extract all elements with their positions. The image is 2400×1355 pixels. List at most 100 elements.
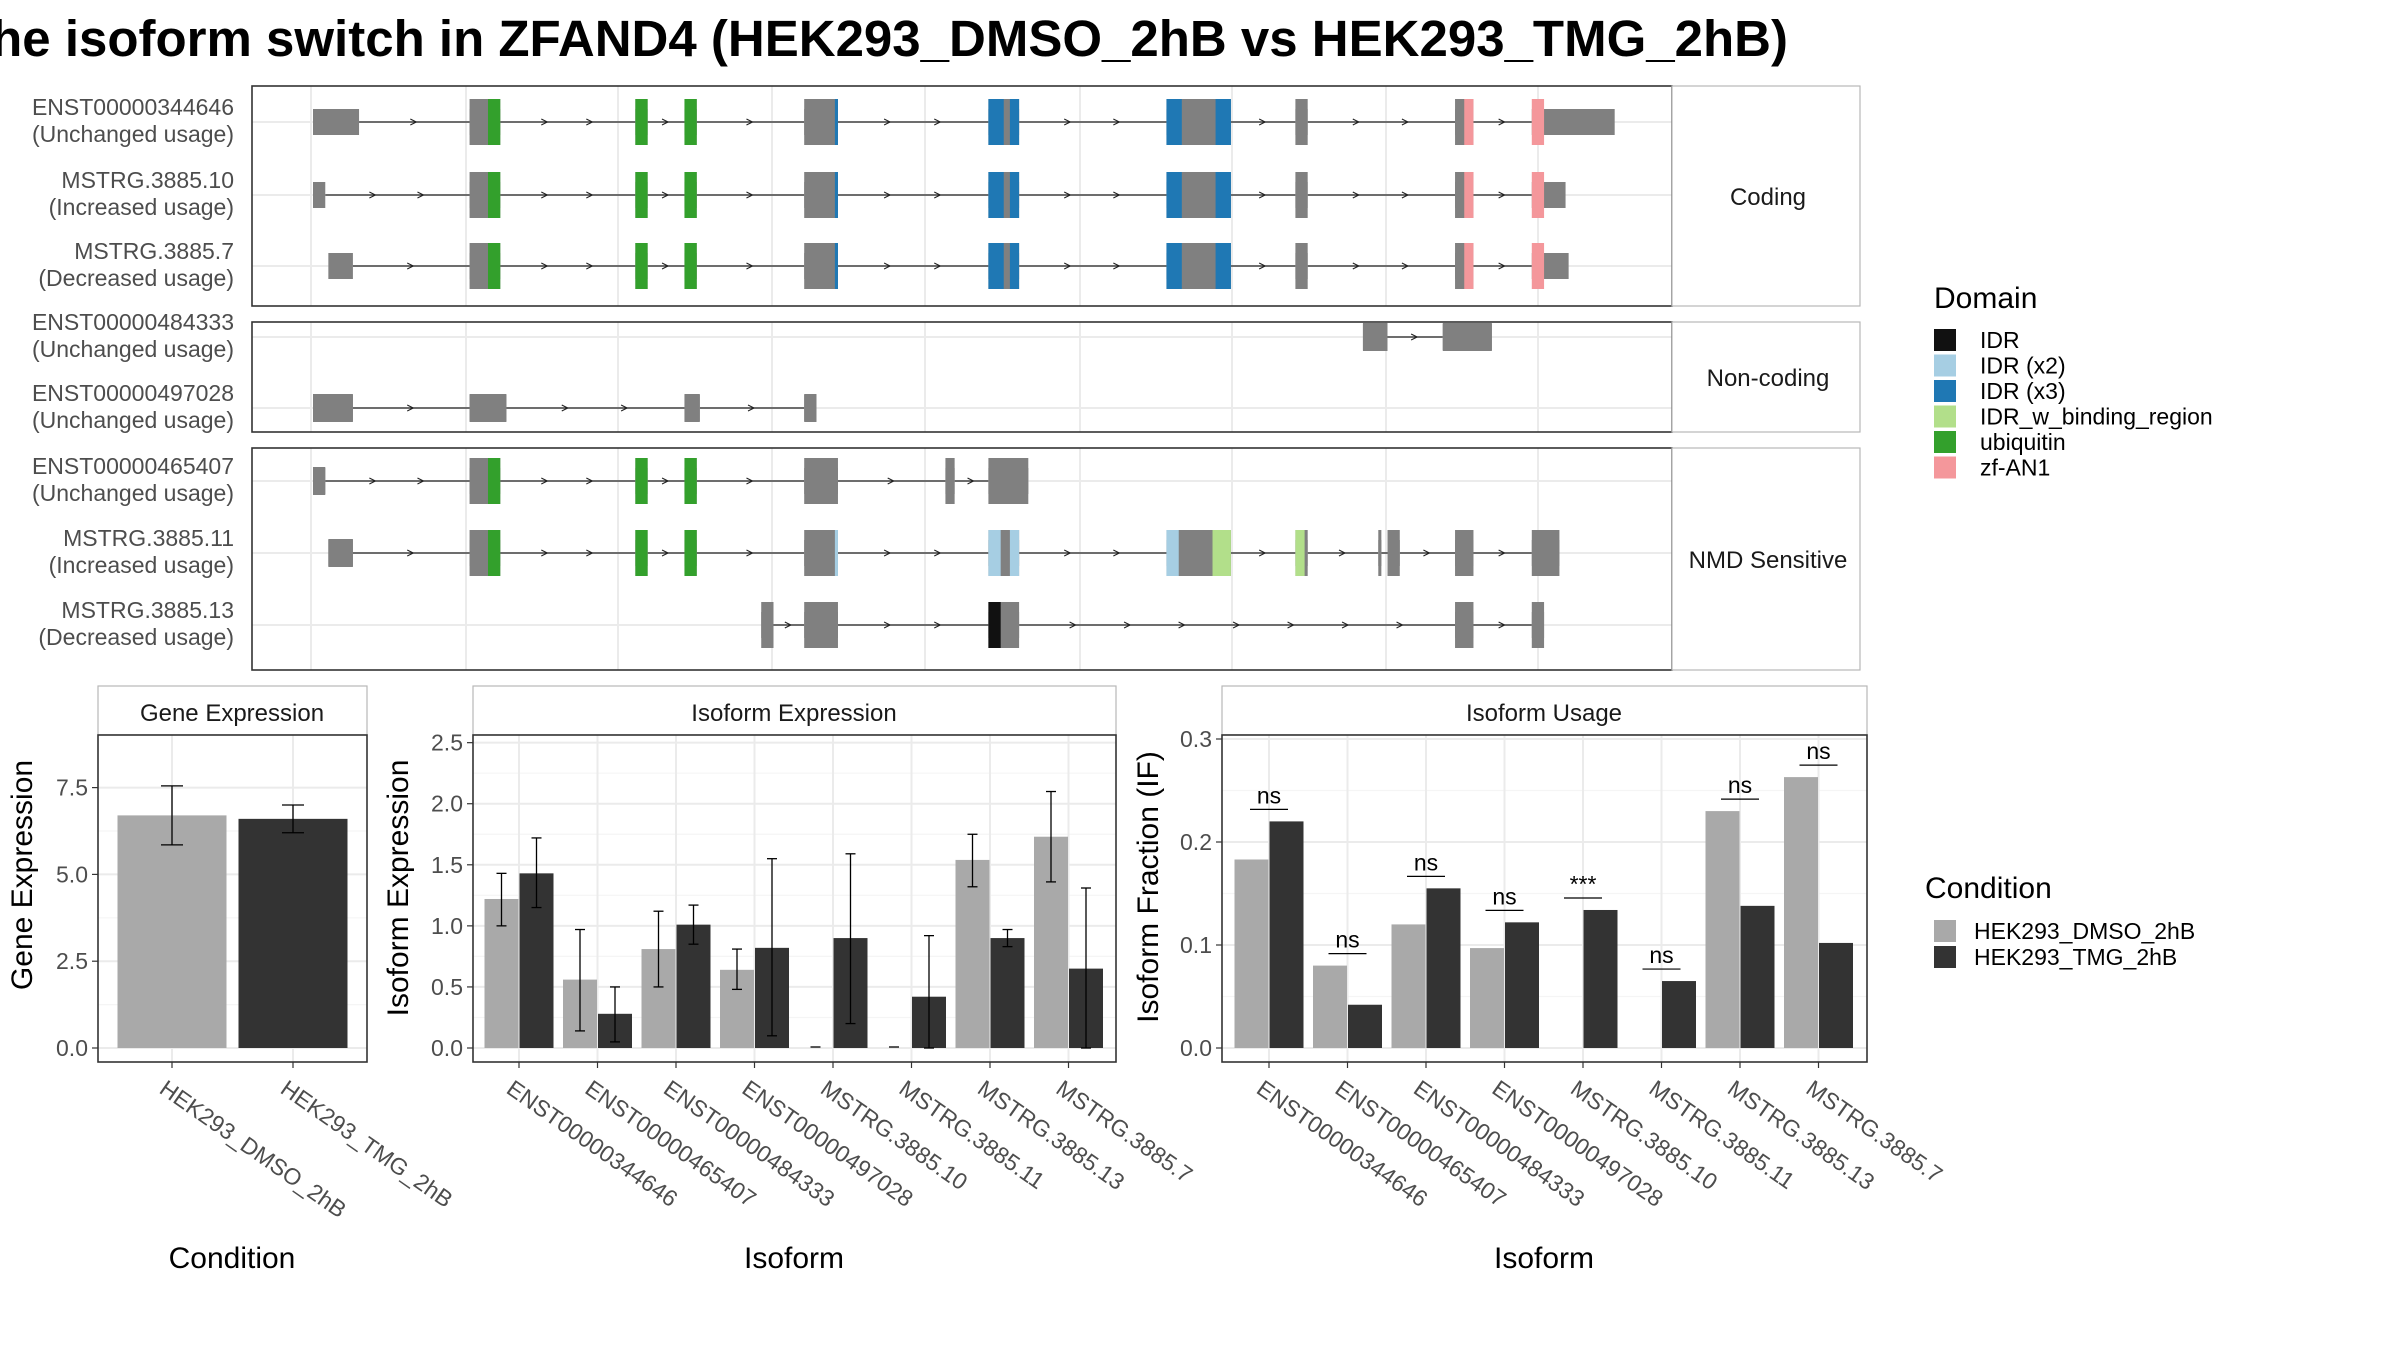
intron-arrow xyxy=(1113,549,1121,557)
coding-exon xyxy=(1531,602,1545,648)
isoform-structure-plot: Coding ENST00000344646(Unchanged usage) MS… xyxy=(32,85,1861,671)
condition-legend-label: HEK293_TMG_2hB xyxy=(1974,944,2177,970)
intron-arrow xyxy=(417,191,425,199)
exon xyxy=(313,109,360,135)
intron-arrow xyxy=(1423,549,1431,557)
protein-domain-idr-x3- xyxy=(988,243,1004,289)
protein-domain-idr-x2- xyxy=(988,530,1001,576)
bar xyxy=(1784,777,1818,1048)
intron-arrow xyxy=(1063,118,1072,126)
plot-border xyxy=(1221,734,1868,1063)
intron-arrow xyxy=(661,262,670,270)
protein-domain-zf-an1 xyxy=(1531,99,1545,145)
transcript-id-label: ENST00000484333 xyxy=(32,309,234,335)
intron-arrow xyxy=(1063,262,1072,270)
transcript-id-label: ENST00000497028 xyxy=(32,380,234,406)
protein-domain-ubiquitin xyxy=(487,172,501,218)
protein-domain-idr-x3- xyxy=(1166,172,1182,218)
bar xyxy=(955,859,990,1048)
intron-arrow xyxy=(661,118,670,126)
significance-label: ns xyxy=(1414,849,1438,875)
intron-arrow xyxy=(586,118,594,126)
protein-domain-idr-x3- xyxy=(988,172,1004,218)
intron-arrow xyxy=(1498,118,1506,126)
transcript-row: MSTRG.3885.7(Decreased usage) xyxy=(38,238,1569,291)
intron-arrow xyxy=(1063,191,1072,199)
domain-legend-label: zf-AN1 xyxy=(1980,455,2050,481)
domain-legend-label: IDR_w_binding_region xyxy=(1980,404,2213,430)
y-tick-label: 2.0 xyxy=(431,791,463,817)
plot-border xyxy=(97,734,368,1063)
intron-arrow xyxy=(967,477,975,485)
intron-arrow xyxy=(561,404,569,412)
facet-strip xyxy=(1671,447,1861,671)
y-tick-label: 0.0 xyxy=(1180,1035,1212,1061)
bar xyxy=(1391,924,1426,1048)
gene-expression-y-label: Gene Expression xyxy=(6,760,39,990)
intron-arrow xyxy=(1498,262,1506,270)
domain-legend-title: Domain xyxy=(1934,282,2037,315)
protein-domain-idr-x3- xyxy=(834,99,838,145)
transcript-usage-label: (Unchanged usage) xyxy=(32,121,234,147)
condition-legend-key xyxy=(1934,946,1956,968)
y-tick-label: 1.0 xyxy=(431,913,463,939)
domain-legend-key xyxy=(1934,456,1956,479)
exon xyxy=(313,182,326,208)
protein-domain-idr xyxy=(988,602,1001,648)
facet-strip-label: Coding xyxy=(1730,184,1806,211)
bar xyxy=(1426,888,1461,1048)
intron-arrow xyxy=(1352,191,1361,199)
structure-facet: NMD Sensitive ENST00000465407(Unchanged u… xyxy=(32,447,1861,671)
protein-domain-ubiquitin xyxy=(487,530,501,576)
intron-arrow xyxy=(887,477,895,485)
intron-arrow xyxy=(746,118,754,126)
bar xyxy=(1819,942,1853,1048)
intron-arrow xyxy=(541,262,549,270)
intron-arrow xyxy=(406,549,415,557)
intron-arrow xyxy=(410,118,418,126)
noncoding-exon xyxy=(1442,323,1492,351)
bar xyxy=(1269,821,1304,1048)
intron-arrow xyxy=(1352,262,1361,270)
intron-arrow xyxy=(586,262,594,270)
protein-domain-idr-x3- xyxy=(988,99,1004,145)
domain-legend-label: IDR xyxy=(1980,327,2020,353)
coding-exon xyxy=(804,172,838,218)
protein-domain-idr-w-binding-region xyxy=(1212,530,1231,576)
intron-arrow xyxy=(934,549,942,557)
noncoding-exon xyxy=(804,394,817,422)
transcript-usage-label: (Increased usage) xyxy=(49,552,234,578)
y-tick-label: 7.5 xyxy=(56,775,88,801)
intron-arrow xyxy=(1258,549,1267,557)
coding-exon xyxy=(1531,530,1560,576)
structure-facet: Coding ENST00000344646(Unchanged usage) MS… xyxy=(32,85,1861,307)
noncoding-exon xyxy=(313,394,353,422)
y-tick-label: 1.5 xyxy=(431,852,463,878)
bar xyxy=(1662,981,1696,1048)
protein-domain-idr-x3- xyxy=(1009,99,1020,145)
protein-domain-zf-an1 xyxy=(1464,172,1474,218)
facet-strip-label: NMD Sensitive xyxy=(1689,547,1848,574)
intron-arrow xyxy=(1498,549,1506,557)
intron-arrow xyxy=(934,191,942,199)
isoform-expression-strip-label: Isoform Expression xyxy=(691,700,896,727)
noncoding-exon xyxy=(469,394,507,422)
coding-exon xyxy=(1455,602,1474,648)
intron-arrow xyxy=(1396,621,1404,629)
protein-domain-idr-x3- xyxy=(1215,243,1231,289)
protein-domain-idr-x3- xyxy=(834,172,838,218)
gene-expression-x-label: Condition xyxy=(169,1242,296,1275)
protein-domain-ubiquitin xyxy=(635,172,648,218)
intron-arrow xyxy=(746,549,754,557)
transcript-usage-label: (Decreased usage) xyxy=(38,624,234,650)
exon xyxy=(1531,109,1615,135)
bar xyxy=(1583,909,1618,1048)
gene-expression-strip-label: Gene Expression xyxy=(140,700,324,727)
y-tick-label: 0.0 xyxy=(431,1035,463,1061)
intron-arrow xyxy=(541,549,549,557)
intron-arrow xyxy=(1401,262,1410,270)
transcript-id-label: MSTRG.3885.7 xyxy=(74,238,234,264)
condition-legend-key xyxy=(1934,920,1956,942)
transcript-id-label: ENST00000344646 xyxy=(32,94,234,120)
